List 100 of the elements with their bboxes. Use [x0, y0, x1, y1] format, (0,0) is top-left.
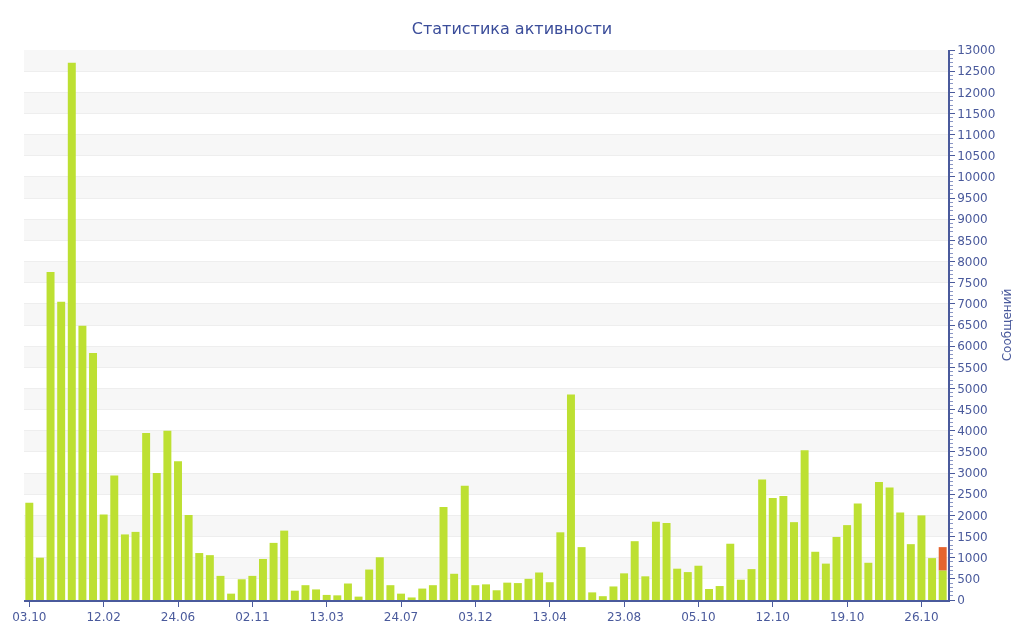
bar [312, 589, 321, 600]
bar [694, 565, 703, 600]
y-tick-label: 7000 [957, 297, 988, 312]
bar [418, 588, 427, 600]
bar [99, 514, 108, 600]
bar [800, 450, 809, 600]
x-tick-label: 13.03 [309, 610, 344, 625]
bar [651, 521, 660, 600]
bar [322, 594, 331, 600]
bar [917, 515, 926, 600]
bar [25, 502, 34, 600]
bar [705, 589, 714, 600]
bar [843, 525, 852, 600]
x-tick-label: 12.10 [755, 610, 790, 625]
y-tick-label: 9000 [957, 212, 988, 227]
bar [290, 590, 299, 600]
bar [142, 432, 151, 600]
bar [588, 592, 597, 600]
bar [227, 593, 236, 600]
x-tick-label: 24.06 [160, 610, 196, 625]
y-tick-label: 4000 [957, 423, 988, 438]
bar [269, 542, 278, 600]
y-tick-label: 6500 [957, 318, 988, 333]
bar [736, 579, 745, 600]
bar [375, 557, 384, 600]
bar [598, 596, 607, 600]
x-tick-label: 12.02 [86, 610, 121, 625]
x-tick-label: 19.10 [829, 610, 865, 625]
bar [120, 534, 129, 600]
bar [673, 568, 682, 600]
y-tick-label: 12500 [957, 64, 996, 79]
bar [163, 430, 172, 600]
bar [556, 532, 565, 600]
bar [482, 584, 490, 600]
bar [110, 475, 119, 600]
bar [938, 570, 947, 600]
bar [78, 325, 87, 600]
bar [683, 572, 692, 600]
bar [853, 503, 862, 600]
y-tick-label: 7500 [957, 275, 988, 290]
y-tick-label: 1500 [957, 529, 988, 544]
bar [874, 481, 883, 600]
y-tick-label: 5500 [957, 360, 988, 375]
bar [609, 586, 618, 600]
bar [57, 301, 66, 600]
y-tick-label: 10000 [957, 170, 996, 185]
y-tick-label: 2000 [957, 508, 988, 523]
y-axis-title: Сообщений [999, 288, 1014, 362]
bar [662, 523, 671, 600]
bar [365, 569, 374, 600]
x-tick-label: 13.04 [532, 610, 567, 625]
y-tick-label: 10500 [957, 148, 996, 163]
bar [779, 495, 788, 600]
bar [811, 551, 820, 600]
x-tick-label: 23.08 [606, 610, 642, 625]
bar [620, 573, 629, 600]
bar [747, 569, 756, 600]
bar [205, 555, 214, 600]
x-tick-label: 05.10 [681, 610, 716, 625]
bar [896, 512, 905, 600]
y-tick-label: 9500 [957, 191, 988, 206]
bar [131, 531, 140, 600]
bar [184, 514, 193, 600]
bar [768, 498, 777, 600]
bar [301, 585, 310, 600]
chart-title: Статистика активности [411, 18, 613, 38]
bar [513, 583, 522, 600]
bar [248, 575, 257, 600]
bar [641, 576, 650, 600]
y-tick-label: 13000 [957, 43, 996, 58]
bar [535, 572, 544, 600]
bar [885, 487, 894, 600]
bar [333, 595, 342, 600]
bar [821, 563, 830, 600]
bar [89, 352, 98, 600]
bar [503, 582, 512, 600]
y-tick-label: 6000 [957, 339, 988, 354]
bar [790, 522, 798, 600]
bar [428, 585, 437, 600]
bar [46, 272, 55, 600]
y-tick-label: 500 [957, 572, 981, 587]
y-tick-label: 1000 [957, 550, 988, 565]
bar [67, 62, 76, 600]
y-tick-label: 4500 [957, 402, 988, 417]
bar [864, 562, 873, 600]
bar [726, 543, 735, 600]
bar [715, 586, 724, 600]
y-tick-label: 11500 [957, 106, 996, 121]
y-tick-label: 2500 [957, 487, 988, 502]
y-tick-label: 11000 [957, 127, 996, 142]
y-tick-label: 8000 [957, 254, 988, 269]
y-tick-label: 3500 [957, 445, 988, 460]
bar [938, 547, 947, 571]
bar [258, 558, 267, 600]
y-tick-label: 12000 [957, 85, 996, 100]
bar [566, 394, 575, 600]
bar [460, 485, 469, 600]
bar [407, 597, 416, 600]
bar [195, 553, 204, 600]
x-tick-label: 24.07 [383, 610, 419, 625]
